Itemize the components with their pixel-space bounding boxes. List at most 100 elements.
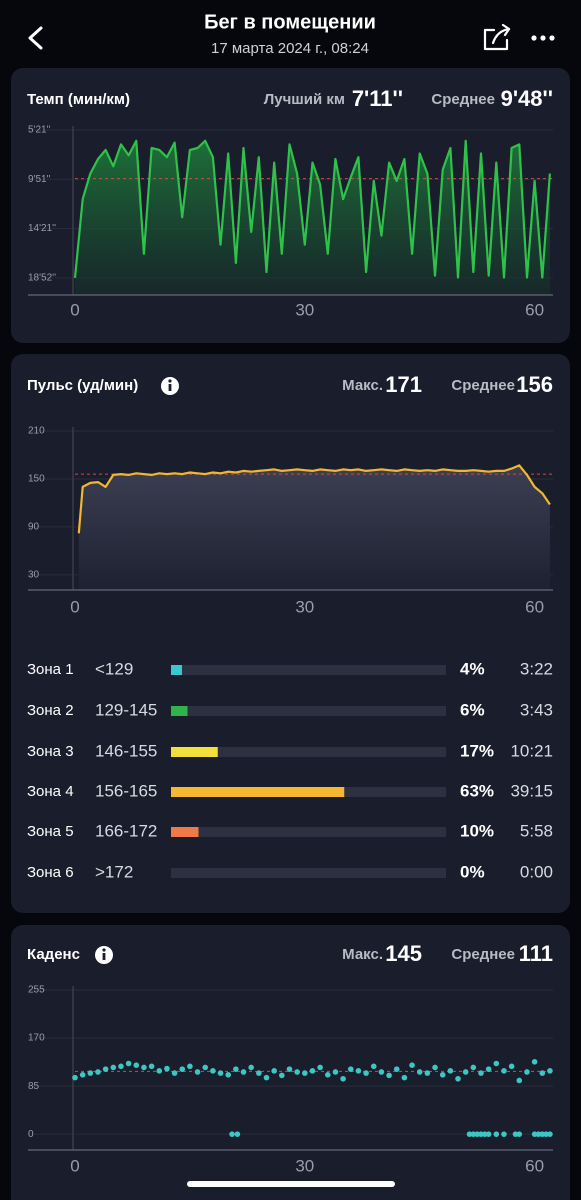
point bbox=[531, 1131, 538, 1137]
zone-time: 10:21 bbox=[510, 741, 553, 760]
zone-time: 0:00 bbox=[520, 862, 553, 881]
zone-track bbox=[171, 868, 446, 878]
point bbox=[485, 1131, 492, 1137]
point bbox=[547, 1131, 553, 1137]
card-title: Каденс bbox=[27, 946, 80, 963]
point bbox=[110, 1064, 117, 1071]
x-tick-label: 60 bbox=[525, 597, 544, 616]
point bbox=[470, 1131, 477, 1137]
line bbox=[73, 139, 551, 279]
stat-label: Макс. bbox=[342, 377, 383, 394]
stat-label: Макс. bbox=[342, 946, 383, 963]
zone-percent: 17% bbox=[460, 741, 494, 760]
point bbox=[202, 1064, 209, 1071]
point bbox=[478, 1070, 484, 1076]
card-title: Темп (мин/км) bbox=[27, 91, 130, 108]
stat-value: 145 bbox=[385, 941, 422, 966]
point bbox=[485, 1066, 492, 1072]
point bbox=[455, 1075, 461, 1082]
info-icon[interactable] bbox=[161, 377, 179, 395]
zone-range: <129 bbox=[95, 659, 133, 678]
point bbox=[524, 1069, 530, 1075]
zone-name: Зона 2 bbox=[27, 702, 74, 719]
y-tick-label: 14'21'' bbox=[28, 223, 56, 234]
zone-bar bbox=[171, 787, 345, 797]
area bbox=[75, 140, 550, 295]
point bbox=[217, 1070, 224, 1076]
stat-label: Среднее bbox=[451, 377, 515, 394]
zone-name: Зона 3 bbox=[27, 743, 74, 760]
zone-range: 146-155 bbox=[95, 741, 157, 760]
zone-range: >172 bbox=[95, 862, 133, 881]
x-tick-label: 30 bbox=[295, 300, 314, 319]
zone-name: Зона 1 bbox=[27, 661, 74, 678]
back-button[interactable] bbox=[28, 26, 43, 50]
y-tick-label: 9'51'' bbox=[28, 174, 51, 185]
page-title: Бег в помещении bbox=[204, 11, 376, 33]
point bbox=[363, 1070, 369, 1076]
point bbox=[234, 1131, 241, 1137]
y-tick-label: 210 bbox=[28, 426, 45, 437]
cadence-card bbox=[11, 925, 570, 1200]
y-tick-label: 18'52'' bbox=[28, 273, 56, 284]
stat-value: 7'11'' bbox=[352, 86, 403, 111]
point bbox=[286, 1066, 293, 1072]
zone-name: Зона 6 bbox=[27, 864, 74, 881]
zone-bar bbox=[171, 706, 188, 716]
zone-time: 3:43 bbox=[520, 700, 553, 719]
point bbox=[508, 1063, 515, 1070]
stat-value: 9'48'' bbox=[501, 86, 553, 111]
point bbox=[141, 1064, 147, 1071]
point bbox=[424, 1070, 431, 1076]
point bbox=[225, 1072, 232, 1078]
point bbox=[95, 1069, 101, 1075]
point bbox=[447, 1068, 454, 1074]
point bbox=[409, 1062, 415, 1068]
zone-bar bbox=[171, 827, 199, 837]
zone-percent: 6% bbox=[460, 700, 485, 719]
point bbox=[210, 1068, 216, 1074]
point bbox=[416, 1069, 423, 1075]
point bbox=[156, 1068, 163, 1074]
point bbox=[271, 1068, 277, 1074]
point bbox=[125, 1060, 132, 1067]
point bbox=[474, 1131, 480, 1137]
x-tick-label: 60 bbox=[525, 300, 544, 319]
point bbox=[439, 1072, 446, 1078]
zone-bar bbox=[171, 747, 218, 757]
point bbox=[233, 1066, 239, 1072]
point bbox=[302, 1070, 308, 1076]
area bbox=[78, 465, 550, 590]
line bbox=[77, 464, 551, 534]
point bbox=[102, 1066, 109, 1072]
card-title: Пульс (уд/мин) bbox=[27, 377, 138, 394]
info-icon[interactable] bbox=[95, 946, 113, 964]
point bbox=[516, 1077, 523, 1084]
point bbox=[543, 1131, 549, 1137]
point bbox=[256, 1070, 262, 1076]
page-subtitle: 17 марта 2024 г., 08:24 bbox=[211, 40, 369, 57]
point bbox=[332, 1069, 339, 1075]
zone-percent: 10% bbox=[460, 821, 494, 840]
zone-percent: 63% bbox=[460, 781, 494, 800]
zone-time: 5:58 bbox=[520, 821, 553, 840]
point bbox=[229, 1131, 235, 1137]
point bbox=[501, 1068, 507, 1074]
point bbox=[493, 1060, 500, 1067]
point bbox=[531, 1059, 538, 1065]
point bbox=[501, 1131, 507, 1137]
point bbox=[179, 1066, 186, 1072]
zone-time: 39:15 bbox=[510, 781, 553, 800]
point bbox=[401, 1074, 408, 1081]
share-button[interactable] bbox=[483, 23, 511, 51]
zone-track bbox=[171, 665, 446, 675]
more-button[interactable] bbox=[531, 35, 555, 41]
point bbox=[87, 1070, 94, 1076]
zone-track bbox=[171, 706, 446, 716]
point bbox=[512, 1131, 519, 1137]
zone-percent: 0% bbox=[460, 862, 485, 881]
y-tick-label: 85 bbox=[28, 1081, 40, 1092]
point bbox=[279, 1072, 285, 1079]
zone-name: Зона 4 bbox=[27, 783, 74, 800]
point bbox=[478, 1131, 484, 1137]
